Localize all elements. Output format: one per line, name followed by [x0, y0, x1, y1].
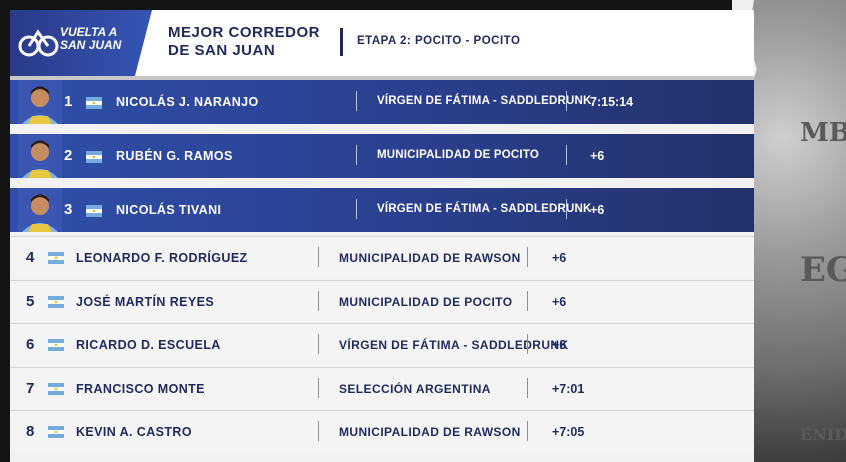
team-name: MUNICIPALIDAD DE POCITO: [339, 294, 513, 309]
standings-row: 5 JOSÉ MARTÍN REYES MUNICIPALIDAD DE POCIT…: [10, 279, 754, 323]
header: VUELTA A SAN JUAN MEJOR CORREDOR DE SAN …: [10, 10, 754, 76]
column-divider: [318, 334, 319, 354]
rider-name: RUBÉN G. RAMOS: [116, 149, 233, 163]
time-gap: 7:15:14: [590, 95, 634, 109]
column-divider: [356, 91, 357, 111]
logo-line2: SAN JUAN: [60, 38, 122, 52]
standings-row: 1 NICOLÁS J. NARANJO VÍRGEN DE FÁTIMA - SA…: [10, 80, 754, 124]
title-divider: [340, 28, 343, 56]
column-divider: [527, 247, 528, 267]
time-gap: +6: [590, 149, 605, 163]
position-number: 4: [26, 249, 35, 266]
column-divider: [356, 145, 357, 165]
column-divider: [318, 377, 319, 398]
column-divider: [566, 199, 567, 219]
column-divider: [318, 247, 319, 267]
rider-name: JOSÉ MARTÍN REYES: [76, 294, 215, 309]
team-name: VÍRGEN DE FÁTIMA - SADDLEDRUNK: [377, 203, 592, 215]
logo-line1: VUELTA A: [60, 25, 118, 39]
team-name: VÍRGEN DE FÁTIMA - SADDLEDRUNK: [339, 338, 569, 352]
argentina-flag-icon: [48, 295, 64, 308]
column-divider: [527, 290, 528, 311]
position-number: 2: [64, 147, 73, 164]
rider-name: NICOLÁS TIVANI: [116, 203, 222, 217]
brand-logo: VUELTA A SAN JUAN: [10, 10, 152, 76]
argentina-flag-icon: [86, 96, 102, 109]
standings-row: 3 NICOLÁS TIVANI VÍRGEN DE FÁTIMA - SADDLE…: [10, 188, 754, 232]
team-name: MUNICIPALIDAD DE RAWSON: [339, 251, 521, 265]
position-number: 5: [26, 292, 35, 310]
argentina-flag-icon: [48, 425, 64, 438]
rider-name: RICARDO D. ESCUELA: [76, 338, 221, 352]
rider-avatar: [18, 188, 62, 232]
position-number: 3: [64, 201, 73, 218]
column-divider: [527, 334, 528, 354]
stage-label: ETAPA 2: POCITO - POCITO: [357, 35, 521, 47]
time-gap: +6: [552, 251, 567, 265]
column-divider: [318, 421, 319, 441]
standings-row: 4 LEONARDO F. RODRÍGUEZ MUNICIPALIDAD DE R…: [10, 236, 754, 279]
position-number: 1: [64, 93, 73, 110]
standings-row: 8 KEVIN A. CASTRO MUNICIPALIDAD DE RAWSON +…: [10, 410, 754, 453]
position-number: 8: [26, 423, 35, 440]
argentina-flag-icon: [86, 150, 102, 163]
title-line1: MEJOR CORREDOR: [168, 24, 321, 41]
rider-name: LEONARDO F. RODRÍGUEZ: [76, 251, 248, 265]
page-title: MEJOR CORREDOR DE SAN JUAN: [168, 24, 338, 60]
rider-name: KEVIN A. CASTRO: [76, 425, 192, 439]
rider-name: NICOLÁS J. NARANJO: [116, 95, 259, 109]
argentina-flag-icon: [48, 251, 64, 264]
standings-row: 7 FRANCISCO MONTE SELECCIÓN ARGENTINA +7:01: [10, 366, 754, 410]
team-name: VÍRGEN DE FÁTIMA - SADDLEDRUNK: [377, 95, 592, 107]
column-divider: [566, 145, 567, 165]
time-gap: +6: [552, 338, 567, 352]
position-number: 7: [26, 379, 35, 397]
title-line2: DE SAN JUAN: [168, 42, 276, 59]
column-divider: [566, 91, 567, 111]
column-divider: [527, 421, 528, 441]
argentina-flag-icon: [48, 338, 64, 351]
background-map-image: MBA EGA ENIDA: [740, 0, 846, 462]
rider-name: FRANCISCO MONTE: [76, 381, 205, 396]
standings-row: 2 RUBÉN G. RAMOS MUNICIPALIDAD DE POCITO +6: [10, 134, 754, 178]
column-divider: [356, 199, 357, 219]
time-gap: +6: [552, 294, 567, 309]
argentina-flag-icon: [86, 204, 102, 217]
rider-avatar: [18, 80, 62, 124]
time-gap: +6: [590, 203, 605, 217]
standings-panel: VUELTA A SAN JUAN MEJOR CORREDOR DE SAN …: [10, 10, 754, 462]
rider-avatar: [18, 134, 62, 178]
column-divider: [527, 377, 528, 398]
position-number: 6: [26, 336, 35, 353]
team-name: SELECCIÓN ARGENTINA: [339, 381, 491, 396]
argentina-flag-icon: [48, 382, 64, 395]
standings-row: 6 RICARDO D. ESCUELA VÍRGEN DE FÁTIMA - SA…: [10, 323, 754, 366]
time-gap: +7:01: [552, 381, 585, 396]
time-gap: +7:05: [552, 425, 585, 439]
cyclist-logo-icon: [18, 29, 59, 57]
team-name: MUNICIPALIDAD DE RAWSON: [339, 425, 521, 439]
column-divider: [318, 290, 319, 311]
header-divider: [10, 76, 754, 80]
team-name: MUNICIPALIDAD DE POCITO: [377, 149, 539, 161]
